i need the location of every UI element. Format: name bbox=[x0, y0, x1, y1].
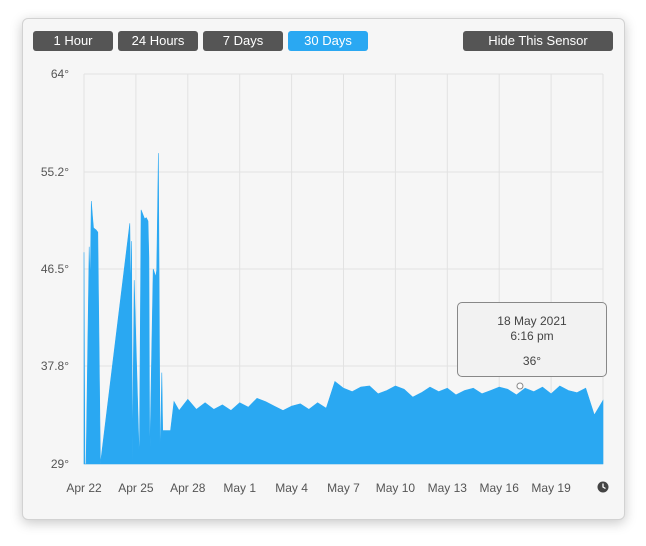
tooltip-date: 18 May 2021 bbox=[497, 314, 567, 328]
y-tick-label: 64° bbox=[51, 67, 69, 81]
clock-icon[interactable] bbox=[597, 481, 609, 493]
temperature-chart: 64° 55.2° 46.5° 37.8° 29° Apr 22 Apr 25 Apr 28… bbox=[41, 67, 609, 495]
x-tick-label: May 7 bbox=[327, 481, 360, 495]
y-tick-label: 29° bbox=[51, 457, 69, 471]
range-button-24-hours[interactable]: 24 Hours bbox=[118, 31, 198, 51]
x-tick-label: May 16 bbox=[480, 481, 520, 495]
x-tick-label: Apr 28 bbox=[170, 481, 206, 495]
x-tick-label: May 10 bbox=[376, 481, 416, 495]
x-tick-label: May 4 bbox=[275, 481, 308, 495]
chart-area bbox=[83, 153, 604, 465]
y-axis: 64° 55.2° 46.5° 37.8° 29° bbox=[41, 67, 69, 471]
x-axis: Apr 22 Apr 25 Apr 28 May 1 May 4 May 7 May 10 M… bbox=[66, 481, 571, 495]
x-tick-label: May 1 bbox=[223, 481, 256, 495]
x-tick-label: May 19 bbox=[531, 481, 571, 495]
x-tick-label: Apr 22 bbox=[66, 481, 102, 495]
y-tick-label: 55.2° bbox=[41, 165, 69, 179]
x-tick-label: Apr 25 bbox=[118, 481, 154, 495]
range-button-30-days[interactable]: 30 Days bbox=[288, 31, 368, 51]
y-tick-label: 37.8° bbox=[41, 359, 69, 373]
sensor-window: 1 Hour 24 Hours 7 Days 30 Days Hide This… bbox=[22, 18, 625, 520]
range-button-7-days[interactable]: 7 Days bbox=[203, 31, 283, 51]
hide-sensor-button[interactable]: Hide This Sensor bbox=[463, 31, 613, 51]
hover-marker bbox=[516, 382, 524, 390]
x-tick-label: May 13 bbox=[428, 481, 468, 495]
tooltip-time: 6:16 pm bbox=[510, 329, 554, 343]
tooltip-value: 36° bbox=[522, 354, 542, 368]
temperature-series-area bbox=[83, 153, 604, 465]
range-button-1-hour[interactable]: 1 Hour bbox=[33, 31, 113, 51]
data-tooltip: 18 May 2021 6:16 pm 36° bbox=[457, 302, 607, 377]
y-tick-label: 46.5° bbox=[41, 262, 69, 276]
